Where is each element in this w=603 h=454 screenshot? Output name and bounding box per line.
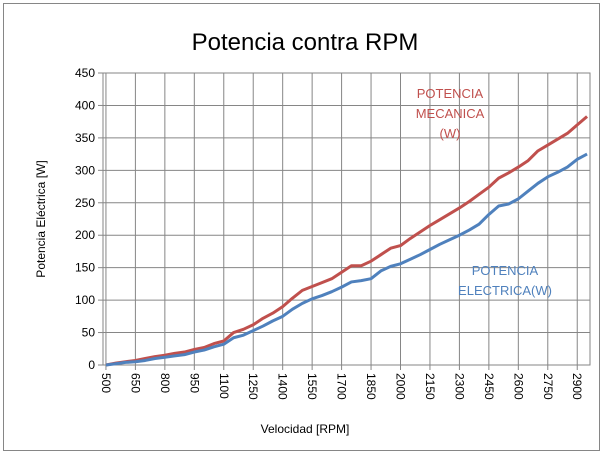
x-tick-label: 1100 [217,373,231,399]
chart-title: Potencia contra RPM [192,29,419,56]
data-line [105,115,589,367]
y-tick-label: 0 [88,358,95,372]
y-tick-label: 400 [75,98,95,112]
x-tick-label: 2000 [394,373,408,400]
x-tick-label: 500 [99,373,113,393]
x-tick-label: 2900 [570,373,584,400]
data-line [105,152,588,367]
y-tick-label: 250 [75,196,95,210]
y-tick-label: 100 [75,293,95,307]
x-tick-label: 800 [158,373,172,393]
x-tick-label: 1850 [364,373,378,400]
x-tick-label: 2450 [482,373,496,400]
x-tick-label: 650 [128,373,142,393]
x-tick-label: 1400 [276,373,290,400]
y-tick-label: 350 [75,131,95,145]
y-tick-label: 150 [75,261,95,275]
y-tick-label: 50 [82,326,96,340]
x-tick-label: 1250 [246,373,260,400]
x-tick-label: 2600 [511,373,525,400]
annotation: ELECTRICA(W) [458,283,552,298]
x-tick-label: 950 [187,373,201,393]
y-tick-label: 450 [75,66,95,80]
x-tick-label: 2750 [541,373,555,400]
annotation: (W) [440,126,461,141]
annotation: MECANICA [416,106,485,121]
y-tick-label: 200 [75,228,95,242]
annotation: POTENCIA [417,86,484,101]
x-axis-label: Velocidad [RPM] [261,422,350,436]
x-tick-label: 1700 [335,373,349,400]
x-tick-label: 2300 [452,373,466,400]
annotation: POTENCIA [472,263,539,278]
x-tick-label: 2150 [423,373,437,400]
y-axis-label: Potencia Eléctrica [W] [34,160,48,277]
x-tick-label: 1550 [305,373,319,400]
y-tick-label: 300 [75,163,95,177]
plot-area [102,72,591,366]
